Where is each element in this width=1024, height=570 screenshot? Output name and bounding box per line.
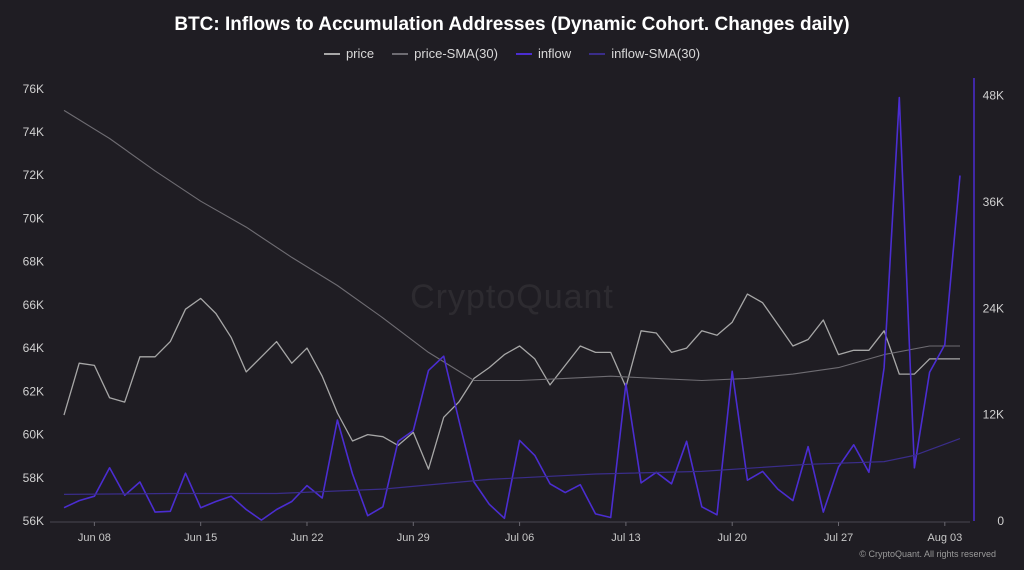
y-left-tick-label: 70K: [23, 211, 44, 225]
series-line-price-sma-30-: [63, 109, 960, 382]
legend-swatch-inflow: [515, 52, 532, 55]
legend-label-inflow: inflow: [537, 46, 572, 61]
legend-label-price-sma: price-SMA(30): [414, 46, 498, 61]
y-right-tick-label: 48K: [983, 89, 1004, 103]
y-right-tick-label: 36K: [983, 195, 1004, 209]
y-left-tick-label: 74K: [23, 125, 44, 139]
y-left-tick-label: 64K: [23, 341, 44, 355]
legend-item-inflow-sma[interactable]: inflow-SMA(30): [589, 46, 700, 61]
y-left-tick-label: 66K: [23, 298, 44, 312]
y-left-tick-label: 60K: [23, 428, 44, 442]
legend-label-price: price: [345, 46, 375, 61]
y-left-tick-label: 76K: [23, 82, 44, 96]
x-tick-label: Jun 08: [78, 532, 111, 544]
x-tick-label: Aug 03: [927, 532, 962, 544]
legend-item-price[interactable]: price: [323, 46, 375, 61]
y-right-tick-label: 0: [997, 514, 1004, 528]
legend-item-price-sma[interactable]: price-SMA(30): [392, 46, 498, 61]
y-right-tick-label: 12K: [983, 408, 1004, 422]
chart-title: BTC: Inflows to Accumulation Addresses (…: [174, 14, 850, 35]
y-left-tick-label: 68K: [23, 255, 44, 269]
legend-swatch-price-sma: [392, 52, 409, 55]
legend-swatch-price: [323, 52, 340, 55]
y-left-tick-label: 58K: [23, 471, 44, 485]
series-line-inflow-sma-30-: [63, 438, 961, 495]
series-line-price: [63, 293, 960, 470]
legend-item-inflow[interactable]: inflow: [515, 46, 572, 61]
x-tick-label: Jul 13: [611, 532, 640, 544]
y-right-tick-label: 24K: [983, 301, 1004, 315]
x-tick-label: Jul 27: [824, 532, 853, 544]
x-tick-label: Jul 20: [718, 532, 747, 544]
x-tick-label: Jun 29: [397, 532, 430, 544]
x-tick-label: Jul 06: [505, 532, 534, 544]
y-left-tick-label: 62K: [23, 384, 44, 398]
watermark: CryptoQuant: [410, 278, 614, 316]
legend-swatch-inflow-sma: [589, 52, 606, 55]
legend-label-inflow-sma: inflow-SMA(30): [611, 46, 701, 61]
x-tick-label: Jun 22: [290, 532, 323, 544]
y-left-tick-label: 56K: [23, 514, 44, 528]
y-left-tick-label: 72K: [23, 168, 44, 182]
series-line-inflow: [63, 96, 961, 521]
copyright: © CryptoQuant. All rights reserved: [859, 549, 996, 559]
legend: price price-SMA(30) inflow inflow-SMA(30…: [0, 46, 1024, 61]
x-tick-label: Jun 15: [184, 532, 217, 544]
